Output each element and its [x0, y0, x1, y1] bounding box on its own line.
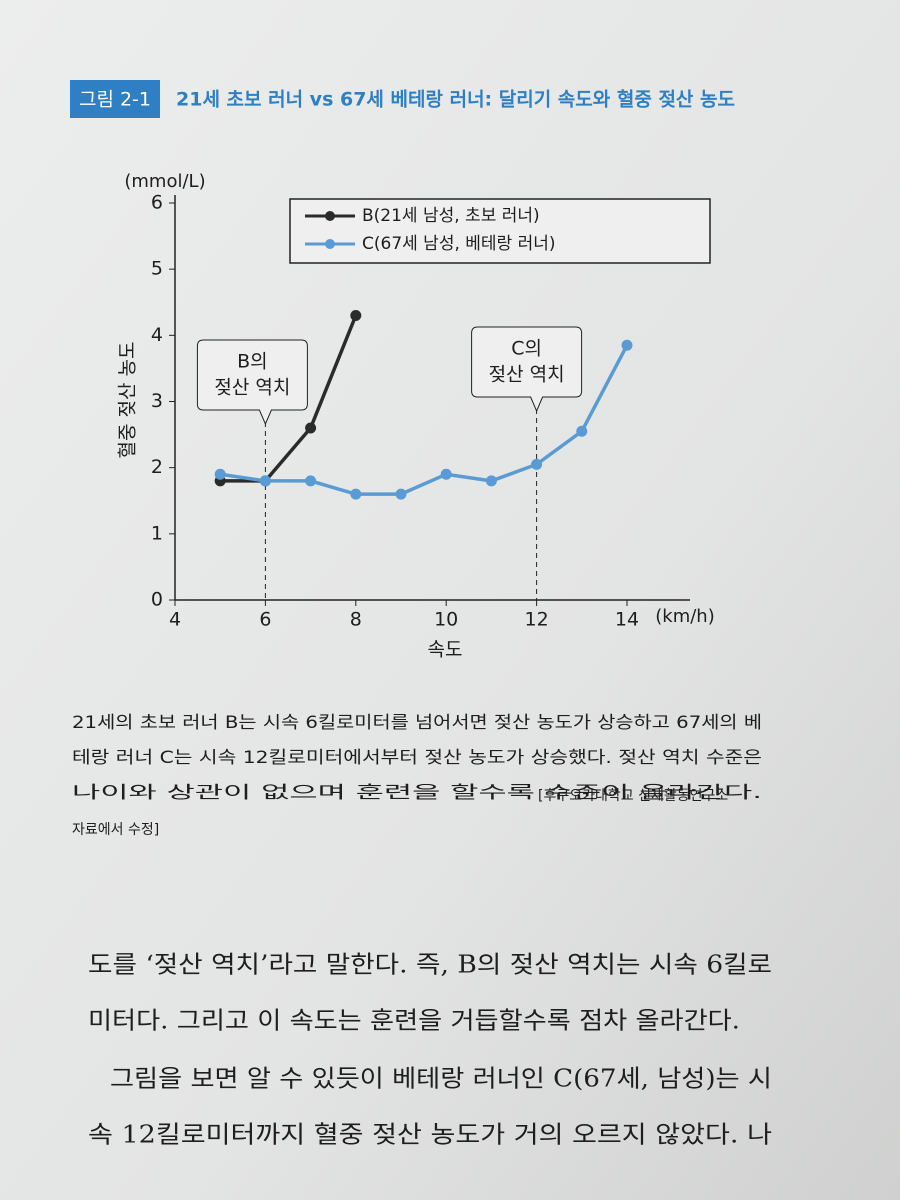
x-tick-label: 14 [615, 609, 639, 631]
caption-line: 자료에서 수정] [72, 822, 159, 838]
legend-marker [325, 239, 335, 249]
body-line: 도를 ‘젖산 역치’라고 말한다. 즉, B의 젖산 역치는 시속 6킬로 [88, 951, 772, 979]
figure-badge [70, 80, 160, 118]
legend-label: C(67세 남성, 베테랑 러너) [362, 234, 556, 254]
data-point [531, 458, 543, 470]
x-unit: (km/h) [655, 606, 714, 627]
data-point [214, 468, 226, 480]
series-line [220, 314, 358, 483]
x-tick-label: 4 [169, 609, 181, 631]
y-tick-label: 0 [151, 589, 163, 611]
x-tick-label: 8 [350, 609, 362, 631]
data-point [305, 422, 317, 434]
legend-marker [325, 211, 335, 221]
data-point [621, 339, 633, 351]
x-tick-label: 12 [525, 609, 549, 631]
data-point [485, 475, 497, 487]
y-tick-label: 1 [151, 522, 163, 544]
callout-text: 젖산 역치 [214, 377, 290, 399]
x-label: 속도 [428, 639, 463, 661]
x-tick-label: 10 [434, 609, 458, 631]
data-point [576, 425, 588, 437]
legend-label: B(21세 남성, 초보 러너) [362, 206, 540, 226]
data-point [259, 475, 271, 487]
figure-title: 21세 초보 러너 vs 67세 베테랑 러너: 달리기 속도와 혈중 젖산 농… [176, 88, 735, 111]
data-point [350, 309, 362, 321]
y-tick-label: 3 [151, 390, 163, 412]
body-line: 그림을 보면 알 수 있듯이 베테랑 러너인 C(67세, 남성)는 시 [110, 1065, 772, 1093]
series-line [219, 344, 629, 496]
y-label: 혈중 젖산 농도 [117, 342, 139, 459]
callout [196, 339, 308, 426]
figure-label: 그림 2-1 [79, 89, 151, 111]
legend-box [289, 198, 711, 264]
data-point [350, 488, 362, 500]
body-line: 미터다. 그리고 이 속도는 훈련을 거듭할수록 점차 올라간다. [88, 1007, 740, 1035]
caption-line: 나이와 상관이 없으며 훈련을 할수록 수준이 올라간다. [72, 783, 762, 803]
data-point [305, 475, 317, 487]
x-tick-label: 6 [259, 609, 271, 631]
callout-text: B의 [237, 351, 268, 373]
callout-text: C의 [511, 338, 542, 360]
y-tick-label: 6 [151, 192, 163, 214]
y-tick-label: 2 [151, 456, 163, 478]
data-point [440, 468, 452, 480]
y-unit: (mmol/L) [124, 171, 205, 192]
caption-line: 테랑 러너 C는 시속 12킬로미터에서부터 젖산 농도가 상승했다. 젖산 역… [72, 748, 762, 768]
data-point [395, 488, 407, 500]
caption-line: [후쿠오카대학교 신체활동연구소 [538, 788, 728, 804]
y-tick-label: 5 [151, 258, 163, 280]
caption-line: 21세의 초보 러너 B는 시속 6킬로미터를 넘어서면 젖산 농도가 상승하고… [72, 713, 762, 733]
y-tick-label: 4 [151, 324, 163, 346]
body-line: 속 12킬로미터까지 혈중 젖산 농도가 거의 오르지 않았다. 나 [88, 1121, 772, 1149]
callout [471, 326, 583, 413]
callout-text: 젖산 역치 [489, 364, 565, 386]
